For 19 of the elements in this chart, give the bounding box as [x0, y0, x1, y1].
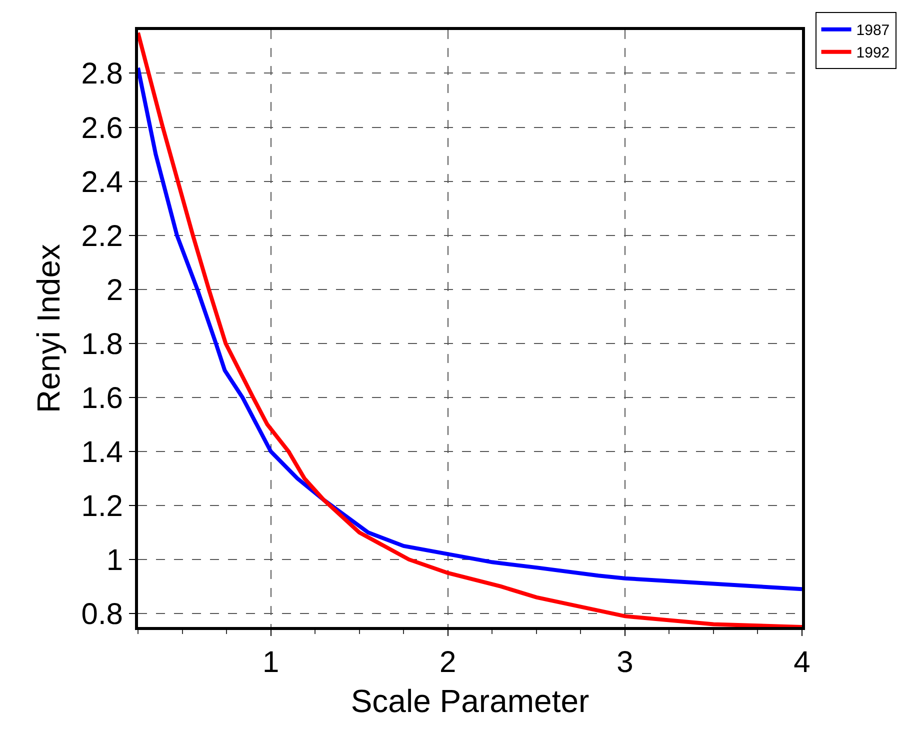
- y-tick-label: 2.2: [81, 220, 123, 253]
- y-tick-label: 2.6: [81, 112, 123, 145]
- x-tick-label: 2: [440, 646, 456, 679]
- legend-label: 1987: [856, 22, 890, 40]
- x-axis-title: Scale Parameter: [350, 682, 590, 719]
- x-tick-label: 3: [616, 646, 634, 679]
- x-tick-label: 4: [794, 646, 810, 679]
- y-tick-label: 2.4: [81, 166, 123, 199]
- y-tick-label: 1.6: [81, 382, 123, 415]
- y-tick-label: 1.8: [81, 328, 123, 361]
- y-axis-title: Renyi Index: [30, 244, 67, 413]
- y-tick-label: 1.4: [81, 436, 123, 469]
- y-tick-label: 0.8: [81, 598, 123, 631]
- y-tick-label: 1.2: [81, 490, 123, 523]
- x-tick-label: 1: [262, 646, 280, 679]
- y-tick-label: 2.8: [81, 58, 123, 91]
- legend-label: 1992: [856, 44, 890, 62]
- y-tick-label: 1: [106, 544, 123, 577]
- y-tick-label: 2: [106, 274, 123, 307]
